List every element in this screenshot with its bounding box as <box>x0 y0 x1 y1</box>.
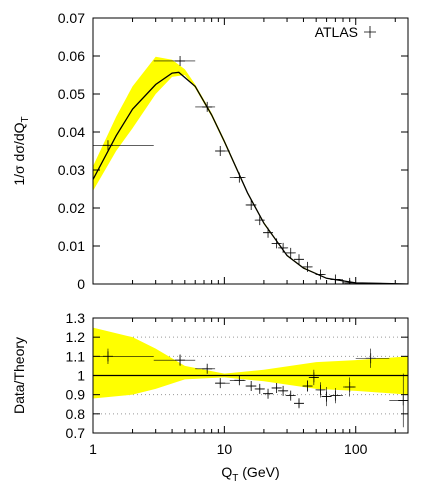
data-point <box>215 146 226 156</box>
y-tick-label: 0.03 <box>58 162 85 178</box>
data-point <box>285 247 296 258</box>
axis-label: 1/σ dσ/dQT <box>11 116 31 185</box>
y-tick-label: 0.8 <box>66 406 86 422</box>
y-tick-label: 0.06 <box>58 48 85 64</box>
y-tick-label: 0.02 <box>58 200 85 216</box>
uncertainty-band <box>93 56 408 284</box>
plot-area <box>93 55 408 284</box>
y-tick-label: 1.2 <box>66 329 86 345</box>
y-tick-label: 0.7 <box>66 425 86 441</box>
y-tick-label: 1 <box>77 368 85 384</box>
uncertainty-band <box>93 327 408 399</box>
axis-label-main: 1/σ dσ/dQ <box>11 122 27 185</box>
axis-label: Data/Theory <box>11 337 27 414</box>
data-point <box>344 382 355 392</box>
data-point <box>202 363 213 374</box>
data-point <box>254 215 265 226</box>
y-tick-label: 1.3 <box>66 310 86 326</box>
data-point <box>175 355 186 366</box>
axis-label-rest: (GeV) <box>238 464 279 480</box>
y-tick-label: 0.05 <box>58 86 85 102</box>
plot-area <box>93 327 408 428</box>
data-point <box>254 383 265 394</box>
axis-label-sub: T <box>20 116 31 122</box>
data-point <box>271 382 282 393</box>
data-point <box>321 391 332 402</box>
data-point <box>271 238 282 249</box>
data-point <box>246 381 257 392</box>
data-point <box>285 390 296 401</box>
y-tick-label: 1.1 <box>66 348 86 364</box>
data-point <box>315 269 326 280</box>
y-tick-label: 0.01 <box>58 238 85 254</box>
data-point <box>315 384 326 395</box>
y-tick-label: 0.04 <box>58 124 85 140</box>
data-point <box>330 390 341 401</box>
data-point <box>102 140 113 151</box>
axis-label-main: Data/Theory <box>11 337 27 414</box>
theory-line <box>93 71 408 284</box>
y-tick-label: 0.07 <box>58 10 85 26</box>
data-point <box>278 385 289 396</box>
data-point <box>246 199 257 210</box>
data-point <box>302 261 313 272</box>
data-point <box>294 398 305 409</box>
axis-label: QT (GeV) <box>221 464 279 484</box>
data-point <box>365 353 376 364</box>
x-tick-label: 1 <box>89 441 97 457</box>
data-point <box>234 375 245 386</box>
data-point <box>278 242 289 253</box>
axis-label-main: Q <box>221 464 232 480</box>
data-point <box>202 101 213 112</box>
data-point <box>308 372 319 383</box>
y-tick-label: 0 <box>77 276 85 292</box>
data-point <box>215 378 226 389</box>
x-tick-label: 100 <box>344 441 368 457</box>
data-point <box>263 227 274 238</box>
y-tick-label: 0.9 <box>66 387 86 403</box>
data-point <box>302 381 313 392</box>
data-point <box>175 55 186 66</box>
data-point <box>234 172 245 183</box>
data-point <box>294 254 305 265</box>
x-tick-label: 10 <box>217 441 233 457</box>
legend-marker <box>364 26 376 38</box>
data-point <box>398 395 408 406</box>
data-point <box>102 351 113 362</box>
plot-frame <box>92 17 409 285</box>
legend-label: ATLAS <box>315 24 358 40</box>
axis-label-sub: T <box>232 473 238 484</box>
data-point <box>263 388 274 399</box>
